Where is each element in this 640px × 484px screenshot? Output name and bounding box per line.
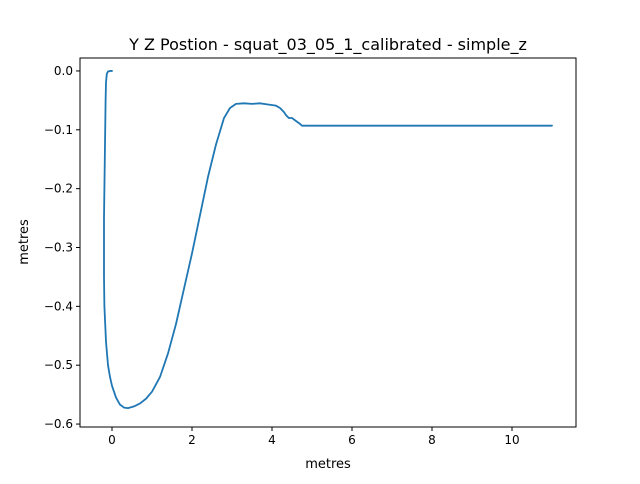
y-tick-label: −0.3: [44, 241, 73, 255]
y-tick-label: −0.2: [44, 182, 73, 196]
y-tick-label: −0.1: [44, 123, 73, 137]
x-axis-label: metres: [305, 457, 351, 472]
axes-frame: [79, 57, 577, 428]
x-tick-label: 0: [108, 433, 116, 447]
y-tick-label: −0.6: [44, 417, 73, 431]
x-tick-label: 2: [188, 433, 196, 447]
y-tick-label: −0.4: [44, 299, 73, 313]
y-axis-label: metres: [17, 219, 32, 265]
x-tick-label: 4: [268, 433, 276, 447]
series-line: [103, 70, 553, 410]
y-tick-label: −0.5: [44, 358, 73, 372]
plot-area: 0 2 4 6 8 10 0.0 −0.1 −0.2 −0.3 −0.4 −0.5 −0.6: [44, 64, 553, 447]
x-tick-label: 8: [428, 433, 436, 447]
chart-title: Y Z Postion - squat_03_05_1_calibrated -…: [128, 35, 527, 55]
x-tick-label: 10: [504, 433, 519, 447]
x-tick-label: 6: [348, 433, 356, 447]
y-tick-label: 0.0: [54, 64, 73, 78]
